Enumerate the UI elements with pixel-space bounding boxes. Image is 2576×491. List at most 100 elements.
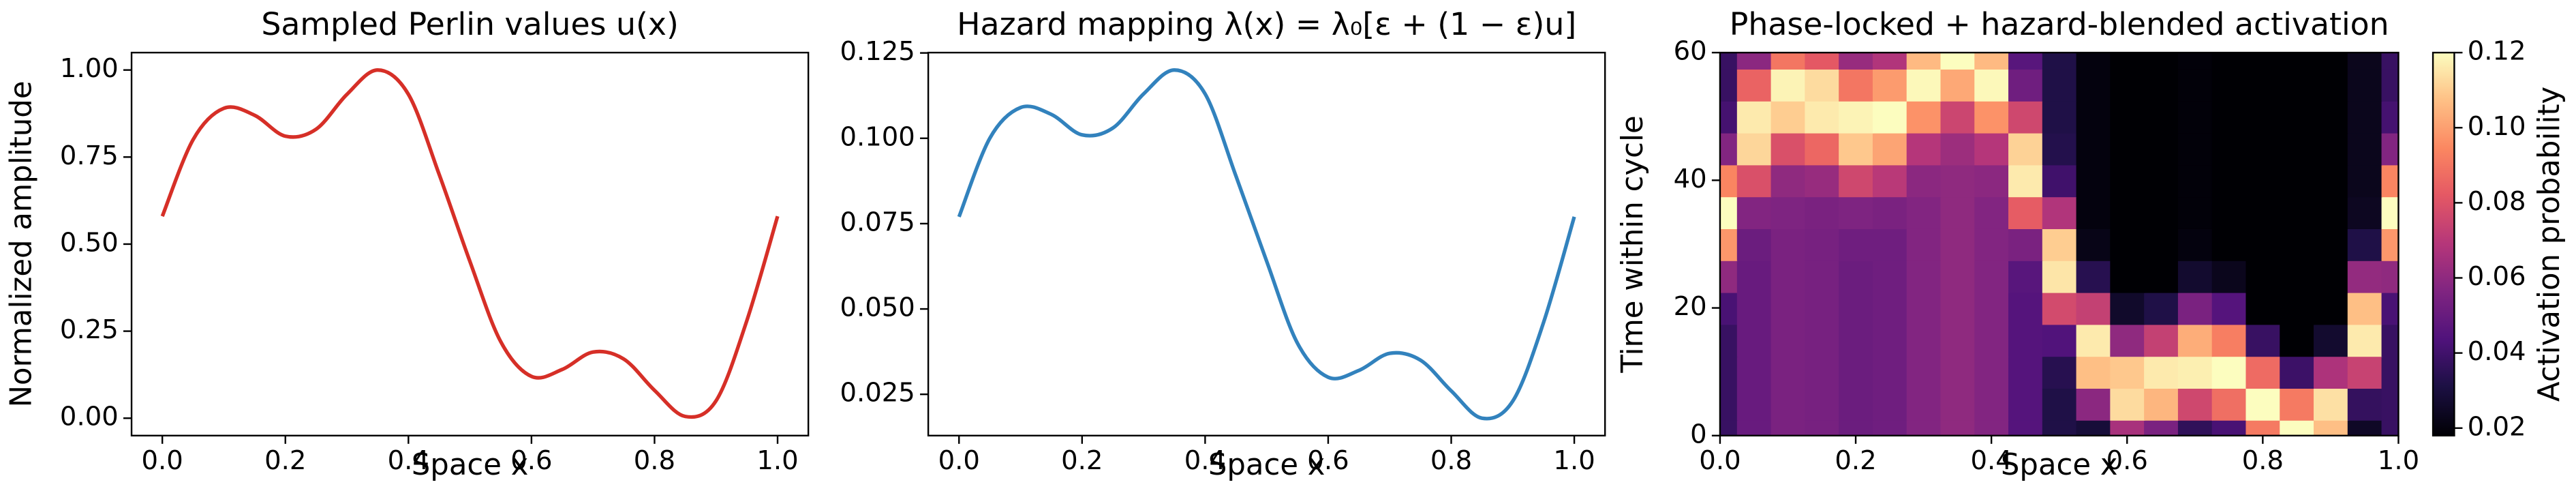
heatmap-cell [2347, 260, 2383, 293]
heatmap-cell [1839, 292, 1874, 325]
heatmap-cell [1906, 355, 1942, 389]
y-tick-label: 0.125 [840, 36, 915, 67]
heatmap-cell [1839, 323, 1874, 357]
heatmap-cell [2347, 100, 2383, 134]
heatmap-cell [2008, 53, 2044, 70]
heatmap-cell [2177, 323, 2213, 357]
x-tick-label: 0.0 [1699, 445, 1741, 476]
heatmap-cell [2144, 387, 2179, 421]
heatmap-cell [2177, 228, 2213, 261]
heatmap-cell [1940, 196, 1976, 229]
heatmap-cell [1719, 53, 1738, 70]
heatmap-cell [1940, 68, 1976, 102]
heatmap-cell [2280, 68, 2315, 102]
heatmap-cell [1736, 100, 1773, 134]
heatmap-cell [1805, 387, 1840, 421]
heatmap-cell [1872, 228, 1908, 261]
heatmap-cell [2144, 164, 2179, 198]
chart-title: Hazard mapping λ(x) = λ₀[ε + (1 − ε)u] [957, 5, 1576, 42]
colorbar-tick-label: 0.08 [2468, 186, 2526, 217]
heatmap-cell [2347, 68, 2383, 102]
y-tick-label: 1.00 [60, 53, 119, 84]
x-tick-label: 0.0 [938, 445, 980, 476]
heatmap-cell [2076, 53, 2111, 70]
heatmap-cell [2110, 196, 2145, 229]
heatmap-cell [2347, 292, 2383, 325]
heatmap-cell [2076, 68, 2111, 102]
heatmap-cell [2245, 419, 2281, 436]
heatmap-cell [2280, 228, 2315, 261]
y-tick-label: 0.75 [60, 140, 119, 171]
heatmap-cell [2008, 228, 2044, 261]
heatmap-cell [1906, 196, 1942, 229]
heatmap-cell [2144, 419, 2179, 436]
heatmap-cell [1872, 196, 1908, 229]
heatmap-cell [2280, 419, 2315, 436]
heatmap-cell [1839, 100, 1874, 134]
heatmap-cell [2110, 387, 2145, 421]
heatmap-cell [1736, 68, 1773, 102]
heatmap-cell [1974, 164, 2010, 198]
heatmap-cell [2177, 196, 2213, 229]
heatmap-cell [1940, 53, 1976, 70]
heatmap-cell [2211, 260, 2247, 293]
heatmap-cell [1770, 53, 1806, 70]
heatmap-cell [1974, 53, 2010, 70]
heatmap-cell [2177, 292, 2213, 325]
heatmap-cell [1872, 387, 1908, 421]
heatmap-cell [2008, 100, 2044, 134]
heatmap-cell [2280, 53, 2315, 70]
heatmap-cell [2211, 323, 2247, 357]
heatmap-cell [2347, 196, 2383, 229]
heatmap-cell [2314, 260, 2349, 293]
x-tick-label: 0.6 [2106, 445, 2148, 476]
heatmap-cell [2280, 387, 2315, 421]
heatmap-cell [2314, 100, 2349, 134]
heatmap-cell [1719, 323, 1738, 357]
heatmap-cell [1736, 53, 1773, 70]
heatmap-cell [1770, 419, 1806, 436]
heatmap-cell [2076, 228, 2111, 261]
heatmap-cell [2144, 53, 2179, 70]
heatmap-cell [1719, 68, 1738, 102]
heatmap-cell [2076, 419, 2111, 436]
heatmap-cell [2042, 260, 2078, 293]
heatmap-cell [1974, 387, 2010, 421]
heatmap-cell [1940, 164, 1976, 198]
heatmap-cell [2245, 387, 2281, 421]
heatmap-cell [1940, 228, 1976, 261]
heatmap-cell [2110, 292, 2145, 325]
x-tick-label: 0.8 [1430, 445, 1472, 476]
x-axis-label: Space x [1208, 448, 1325, 482]
x-tick-label: 1.0 [2378, 445, 2419, 476]
y-axis-label: Time within cycle [1616, 115, 1650, 373]
heatmap-cell [1719, 132, 1738, 166]
heatmap-cell [1906, 132, 1942, 166]
heatmap-cell [2280, 292, 2315, 325]
heatmap-cell [2381, 260, 2399, 293]
colorbar-tick-label: 0.04 [2468, 336, 2526, 367]
heatmap-cell [1805, 164, 1840, 198]
heatmap-cell [1974, 68, 2010, 102]
heatmap-cell [1906, 68, 1942, 102]
heatmap-cell [2076, 355, 2111, 389]
y-tick-label: 60 [1674, 36, 1707, 67]
heatmap-cell [2110, 419, 2145, 436]
heatmap-cell [2008, 132, 2044, 166]
heatmap-cell [2110, 132, 2145, 166]
heatmap-cell [2245, 260, 2281, 293]
heatmap-cell [2314, 228, 2349, 261]
heatmap-cell [2076, 292, 2111, 325]
heatmap-cell [1906, 292, 1942, 325]
heatmap-cell [2177, 132, 2213, 166]
heatmap-cell [1872, 323, 1908, 357]
heatmap-cell [2314, 323, 2349, 357]
heatmap-cell [2144, 292, 2179, 325]
heatmap-cell [2042, 196, 2078, 229]
heatmap-cell [1719, 100, 1738, 134]
heatmap-cell [2144, 228, 2179, 261]
heatmap-cell [1940, 323, 1976, 357]
heatmap-cell [2076, 164, 2111, 198]
x-tick-label: 0.4 [1184, 445, 1226, 476]
x-tick-label: 1.0 [1553, 445, 1595, 476]
